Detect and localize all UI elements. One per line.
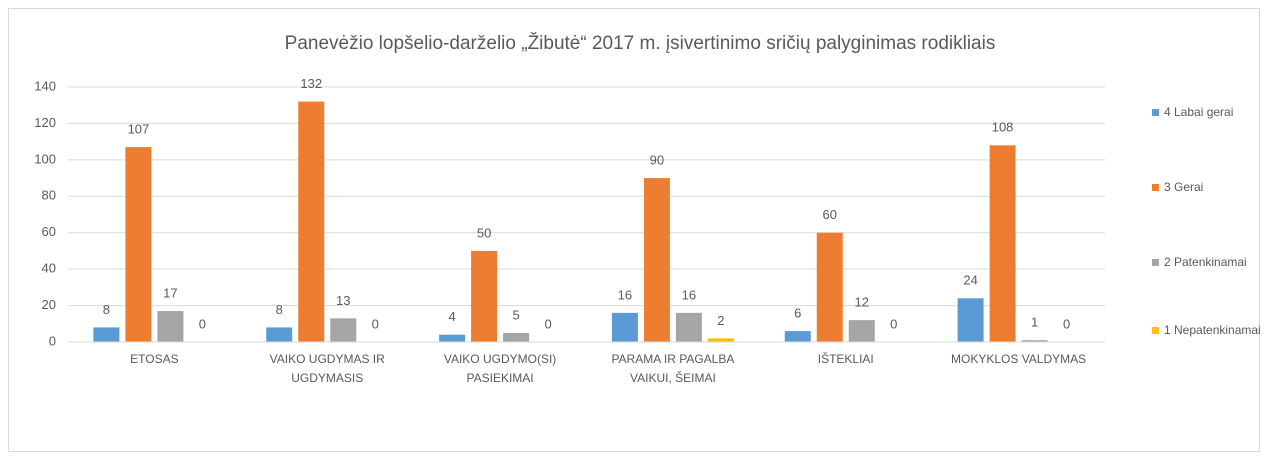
legend-swatch (1152, 109, 1159, 116)
legend-label: 2 Patenkinamai (1164, 255, 1247, 269)
data-label: 108 (992, 120, 1014, 135)
data-label: 107 (128, 122, 150, 137)
chart-title: Panevėžio lopšelio-darželio „Žibutė“ 201… (285, 32, 996, 54)
data-label: 17 (163, 285, 177, 300)
y-tick-label: 120 (34, 115, 56, 130)
data-label: 8 (103, 302, 110, 317)
bar (707, 338, 734, 342)
x-tick-label-box: VAIKO UGDYMO(SI) PASIEKIMAI (443, 352, 557, 385)
bar (1021, 340, 1048, 342)
x-tick-label-box: ETOSAS (130, 352, 179, 366)
data-label: 2 (717, 313, 724, 328)
data-label: 24 (963, 273, 977, 288)
bar (93, 327, 120, 342)
legend-item: 4 Labai gerai (1152, 104, 1264, 121)
y-tick-label: 140 (34, 78, 56, 93)
bar (266, 327, 293, 342)
data-label: 12 (855, 295, 869, 310)
x-tick-label-box: MOKYKLOS VALDYMAS (951, 352, 1087, 366)
chart-frame (8, 8, 1260, 452)
y-tick-label: 0 (49, 333, 56, 348)
x-tick-label-box: VAIKO UGDYMAS IR UGDYMASIS (269, 352, 385, 385)
legend-item: 3 Gerai (1152, 179, 1264, 196)
data-label: 8 (276, 302, 283, 317)
x-tick-label: ETOSAS (130, 352, 179, 366)
legend-swatch (1152, 327, 1159, 334)
bar (643, 178, 670, 342)
bar (503, 332, 530, 342)
data-label: 90 (650, 153, 664, 168)
data-label: 50 (477, 225, 491, 240)
bar (611, 312, 638, 342)
legend-item: 1 Nepatenkinamai (1152, 322, 1264, 339)
data-label: 6 (794, 306, 801, 321)
data-label: 1 (1031, 315, 1038, 330)
bar (816, 232, 843, 342)
bar (125, 147, 152, 342)
data-label: 0 (1063, 316, 1070, 331)
data-label: 132 (300, 76, 322, 91)
data-label: 0 (199, 316, 206, 331)
bar (989, 145, 1016, 342)
bar (848, 320, 875, 342)
y-tick-label: 20 (42, 297, 56, 312)
legend-swatch (1152, 259, 1159, 266)
bar (439, 334, 466, 342)
legend-swatch (1152, 184, 1159, 191)
data-label: 4 (448, 309, 455, 324)
data-label: 16 (682, 287, 696, 302)
x-tick-label: MOKYKLOS VALDYMAS (951, 352, 1087, 366)
y-tick-label: 60 (42, 224, 56, 239)
x-tick-label: VAIKO UGDYMAS IR UGDYMASIS (269, 352, 385, 385)
data-label: 0 (890, 316, 897, 331)
x-tick-label: IŠTEKLIAI (817, 352, 874, 366)
y-tick-label: 80 (42, 188, 56, 203)
data-label: 60 (823, 207, 837, 222)
bar (471, 250, 498, 342)
legend-label: 1 Nepatenkinamai (1164, 323, 1261, 337)
x-tick-label-box: IŠTEKLIAI (817, 352, 874, 366)
bar (957, 298, 984, 342)
data-label: 16 (618, 287, 632, 302)
data-label: 0 (372, 316, 379, 331)
bar (675, 312, 702, 342)
bar (784, 331, 811, 342)
y-tick-label: 100 (34, 151, 56, 166)
bar (298, 101, 325, 342)
legend-label: 3 Gerai (1164, 180, 1204, 194)
data-label: 13 (336, 293, 350, 308)
y-tick-label: 40 (42, 261, 56, 276)
legend-label: 4 Labai gerai (1164, 105, 1234, 119)
legend-item: 2 Patenkinamai (1152, 254, 1264, 271)
bar (157, 311, 184, 342)
bar (330, 318, 357, 342)
x-tick-label: VAIKO UGDYMO(SI) PASIEKIMAI (443, 352, 557, 385)
x-tick-label: PARAMA IR PAGALBA VAIKUI, ŠEIMAI (611, 352, 735, 385)
x-tick-label-box: PARAMA IR PAGALBA VAIKUI, ŠEIMAI (611, 352, 735, 385)
data-label: 0 (544, 316, 551, 331)
data-label: 5 (512, 307, 519, 322)
